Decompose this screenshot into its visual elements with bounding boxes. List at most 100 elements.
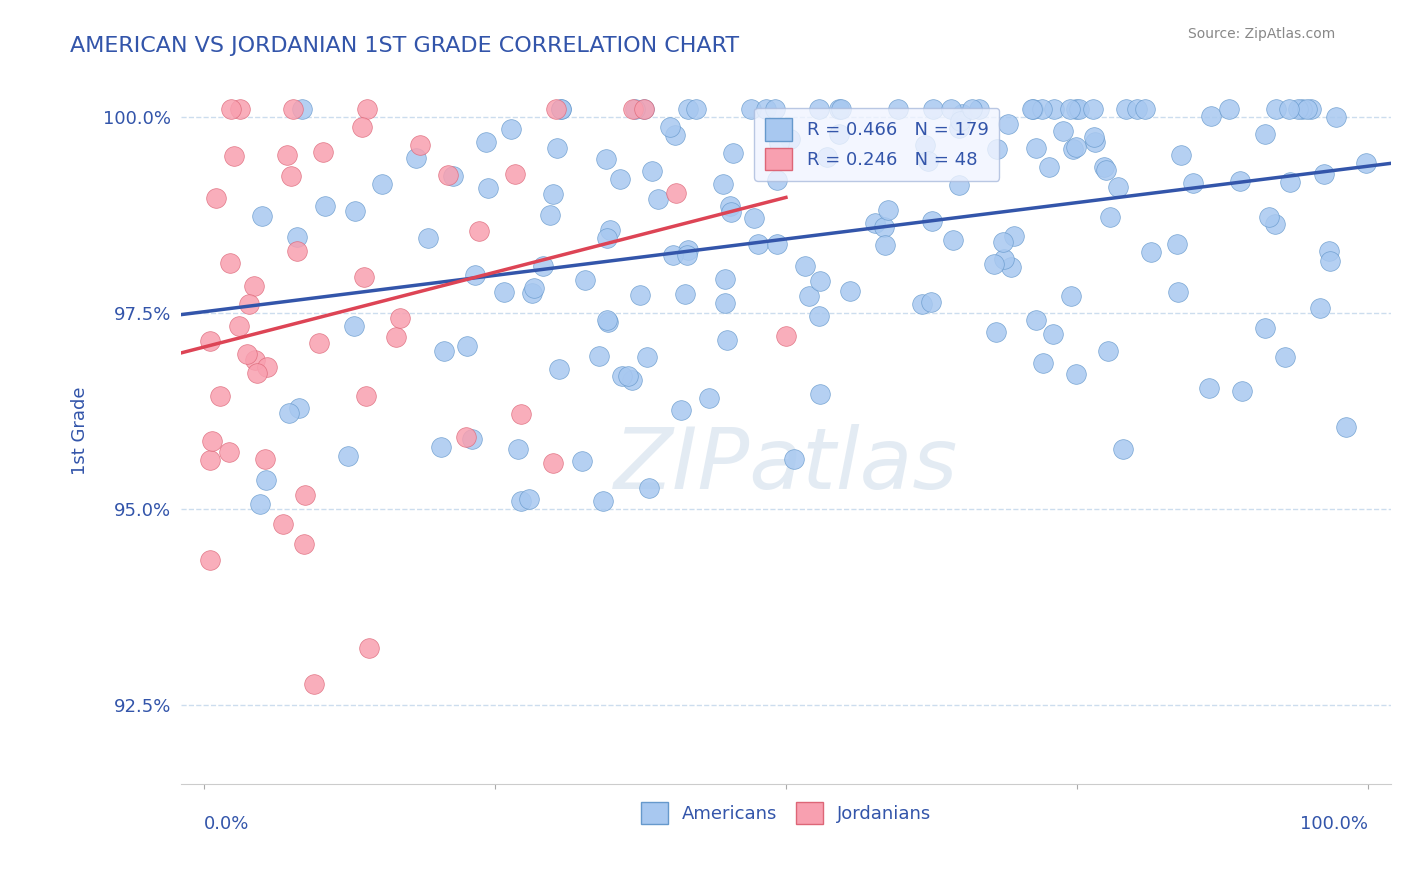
Point: [633, 102, 655, 116]
Point: [873, 220, 896, 235]
Point: [337, 449, 360, 463]
Point: [685, 102, 707, 116]
Point: [765, 102, 787, 116]
Point: [1126, 102, 1149, 116]
Point: [596, 313, 619, 327]
Point: [1042, 327, 1064, 342]
Point: [697, 392, 720, 406]
Point: [1064, 368, 1087, 382]
Point: [281, 102, 304, 116]
Point: [807, 102, 830, 116]
Point: [1032, 356, 1054, 370]
Point: [1278, 102, 1301, 116]
Point: [993, 252, 1015, 267]
Point: [205, 190, 228, 204]
Point: [592, 494, 614, 508]
Point: [538, 208, 561, 222]
Point: [676, 248, 699, 262]
Point: [620, 373, 643, 387]
Text: ZIPatlas: ZIPatlas: [614, 425, 957, 508]
Point: [541, 456, 564, 470]
Point: [1170, 148, 1192, 162]
Point: [468, 224, 491, 238]
Point: [371, 178, 394, 192]
Point: [254, 452, 277, 467]
Point: [499, 122, 522, 136]
Point: [1254, 128, 1277, 142]
Point: [766, 173, 789, 187]
Point: [249, 497, 271, 511]
Point: [1229, 174, 1251, 188]
Point: [437, 168, 460, 182]
Point: [280, 169, 302, 183]
Point: [1324, 111, 1347, 125]
Point: [1066, 102, 1088, 116]
Point: [1264, 217, 1286, 231]
Point: [432, 343, 454, 358]
Point: [1022, 102, 1045, 116]
Point: [948, 121, 970, 136]
Point: [494, 285, 516, 299]
Point: [1278, 176, 1301, 190]
Point: [1166, 236, 1188, 251]
Point: [1083, 130, 1105, 145]
Point: [920, 294, 942, 309]
Point: [588, 349, 610, 363]
Point: [664, 128, 686, 142]
Point: [356, 102, 378, 116]
Point: [254, 473, 277, 487]
Point: [256, 359, 278, 374]
Point: [783, 451, 806, 466]
Point: [949, 113, 972, 128]
Point: [546, 141, 568, 155]
Point: [948, 178, 970, 192]
Point: [1059, 102, 1081, 116]
Point: [235, 347, 257, 361]
Point: [1274, 350, 1296, 364]
Point: [720, 204, 742, 219]
Point: [799, 289, 821, 303]
Point: [1064, 140, 1087, 154]
Point: [271, 517, 294, 532]
Point: [661, 248, 683, 262]
Point: [1095, 162, 1118, 177]
Point: [1334, 420, 1357, 434]
Point: [1230, 384, 1253, 398]
Point: [1025, 313, 1047, 327]
Point: [464, 268, 486, 282]
Point: [294, 488, 316, 502]
Point: [544, 102, 567, 116]
Point: [1265, 102, 1288, 116]
Point: [921, 213, 943, 227]
Point: [517, 491, 540, 506]
Point: [246, 366, 269, 380]
Point: [1021, 102, 1043, 116]
Point: [713, 272, 735, 286]
Point: [1309, 301, 1331, 315]
Point: [344, 203, 367, 218]
Point: [460, 432, 482, 446]
Point: [1291, 102, 1313, 116]
Point: [887, 102, 910, 116]
Point: [621, 102, 644, 116]
Point: [219, 256, 242, 270]
Point: [430, 440, 453, 454]
Point: [1140, 245, 1163, 260]
Point: [1201, 109, 1223, 123]
Point: [1115, 102, 1137, 116]
Point: [1218, 102, 1240, 116]
Point: [475, 135, 498, 149]
Point: [200, 452, 222, 467]
Point: [911, 297, 934, 311]
Point: [917, 153, 939, 168]
Point: [509, 408, 531, 422]
Point: [991, 235, 1014, 249]
Point: [416, 230, 439, 244]
Point: [596, 231, 619, 245]
Point: [863, 216, 886, 230]
Point: [1135, 102, 1157, 116]
Point: [508, 442, 530, 457]
Point: [250, 209, 273, 223]
Point: [520, 286, 543, 301]
Point: [1354, 155, 1376, 169]
